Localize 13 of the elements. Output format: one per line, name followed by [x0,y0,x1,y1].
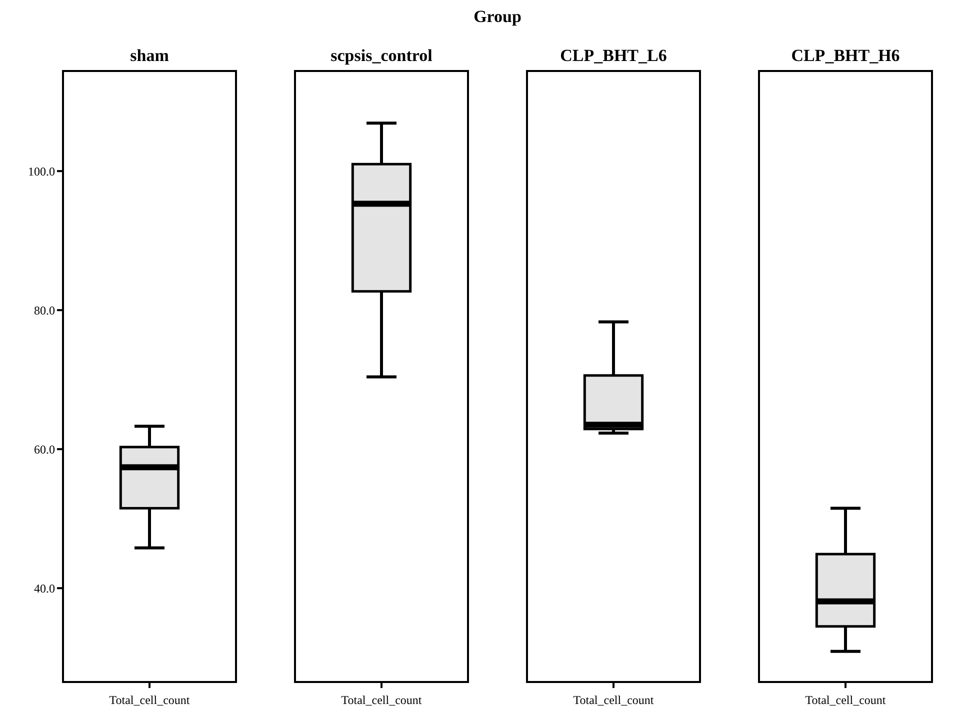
chart-title: CLP_BHT_L6 [560,46,667,65]
y-tick-label: 40.0 [34,581,55,596]
text: Group [474,7,522,26]
chart-title: CLP_BHT_H6 [791,46,900,65]
y-tick-label: 80.0 [34,303,55,318]
y-tick-label: 60.0 [34,442,55,456]
x-tick-label: Total_cell_count [805,693,886,707]
chart-title: sham [130,46,169,65]
y-tick-label: 100.0 [28,164,55,178]
x-tick-label: Total_cell_count [573,693,654,707]
x-tick-label: Total_cell_count [341,693,422,707]
chart-title: scpsis_control [330,46,433,65]
x-tick-label: Total_cell_count [109,693,190,707]
